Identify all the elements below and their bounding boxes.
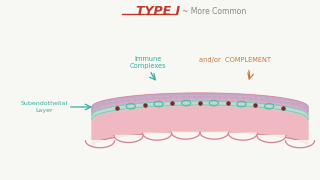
Polygon shape: [171, 132, 200, 139]
Polygon shape: [285, 141, 315, 148]
Text: ~ More Common: ~ More Common: [182, 6, 246, 15]
Polygon shape: [85, 141, 115, 148]
Text: Immune
Complexes: Immune Complexes: [130, 55, 166, 69]
Text: TYPE I: TYPE I: [136, 4, 180, 17]
Polygon shape: [143, 133, 172, 140]
Polygon shape: [200, 132, 229, 139]
Text: Subendothelial: Subendothelial: [20, 100, 68, 105]
Polygon shape: [228, 133, 257, 140]
Text: Layer: Layer: [35, 107, 53, 112]
Polygon shape: [92, 93, 308, 146]
Text: and/or  COMPLEMENT: and/or COMPLEMENT: [199, 57, 271, 63]
Polygon shape: [257, 136, 286, 143]
Polygon shape: [114, 136, 143, 143]
